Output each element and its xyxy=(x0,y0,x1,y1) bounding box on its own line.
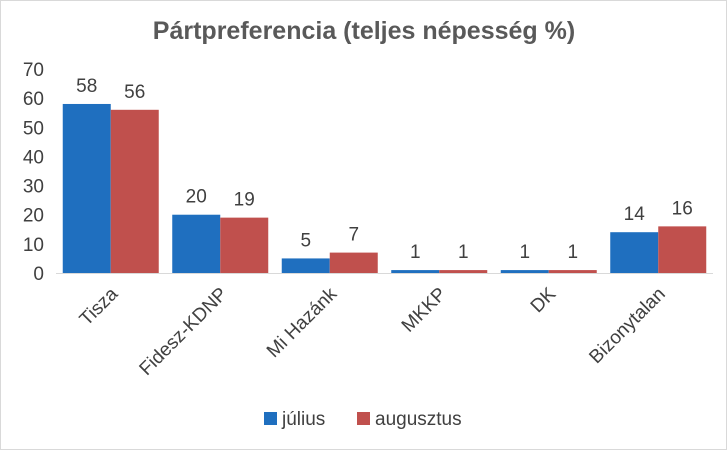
bar-tisza-1 xyxy=(110,109,159,273)
bar-bizonytalan-0 xyxy=(610,232,659,273)
legend-label: július xyxy=(281,409,325,430)
data-label: 1 xyxy=(519,242,530,263)
bar-mi-haz-nk-1 xyxy=(329,252,378,273)
data-labels: 58 56 20 19 5 7 1 1 1 1 14 16 xyxy=(76,76,693,263)
data-label: 5 xyxy=(300,230,311,251)
x-tick-label: Bizonytalan xyxy=(585,284,669,368)
data-label: 16 xyxy=(672,198,693,219)
bar-tisza-0 xyxy=(62,103,111,273)
data-label: 7 xyxy=(348,225,359,246)
x-tick-label: Tisza xyxy=(76,283,123,330)
y-tick-label: 20 xyxy=(23,206,44,227)
x-tick-label: Mi Hazánk xyxy=(263,283,342,362)
x-tick-label: DK xyxy=(527,283,561,317)
y-tick-label: 30 xyxy=(23,177,44,198)
bar-dk-0 xyxy=(500,270,549,273)
legend-swatch xyxy=(264,412,277,425)
data-label: 1 xyxy=(567,242,578,263)
y-tick-label: 60 xyxy=(23,89,44,110)
data-label: 19 xyxy=(234,190,255,211)
legend: július augusztus xyxy=(264,409,462,430)
chart-title: Pártpreferencia (teljes népesség %) xyxy=(153,17,575,45)
data-label: 1 xyxy=(410,242,421,263)
y-axis: 0 10 20 30 40 50 60 70 xyxy=(23,60,44,285)
data-label: 1 xyxy=(458,242,469,263)
bar-dk-1 xyxy=(548,270,597,273)
bar-fidesz-kdnp-1 xyxy=(220,217,269,273)
bar-mkkp-1 xyxy=(439,270,488,273)
y-tick-label: 0 xyxy=(33,264,44,285)
x-axis: Tisza Fidesz-KDNP Mi Hazánk MKKP DK Bizonytal… xyxy=(56,273,713,380)
legend-label: augusztus xyxy=(375,409,462,430)
data-label: 56 xyxy=(124,82,145,103)
bar-mi-haz-nk-0 xyxy=(281,258,330,273)
y-tick-label: 50 xyxy=(23,118,44,139)
data-label: 20 xyxy=(186,187,207,208)
x-tick-label: MKKP xyxy=(398,284,451,337)
bar-bizonytalan-1 xyxy=(658,226,707,273)
bars xyxy=(62,103,707,273)
legend-swatch xyxy=(357,412,370,425)
bar-fidesz-kdnp-0 xyxy=(172,214,221,273)
bar-mkkp-0 xyxy=(391,270,440,273)
x-tick-label: Fidesz-KDNP xyxy=(136,284,232,380)
y-tick-label: 10 xyxy=(23,235,44,256)
data-label: 58 xyxy=(76,76,97,97)
y-tick-label: 70 xyxy=(23,60,44,81)
data-label: 14 xyxy=(624,204,646,225)
y-tick-label: 40 xyxy=(23,147,44,168)
